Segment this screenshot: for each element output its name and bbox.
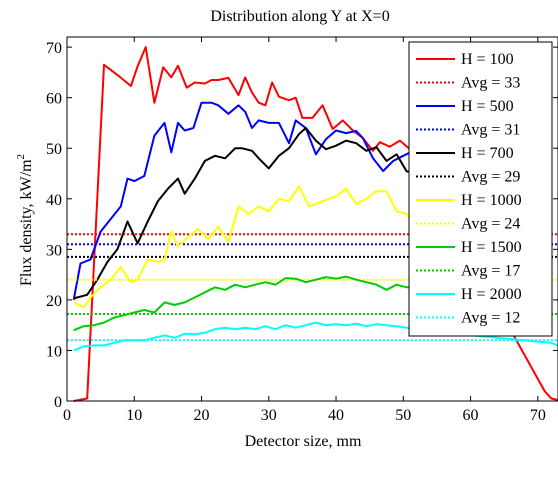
series-line-8 <box>73 275 417 332</box>
legend-label-1: Avg = 33 <box>461 75 520 92</box>
legend-label-4: H = 700 <box>461 145 514 162</box>
legend-items: H = 100 Avg = 33 H = 500 Avg = 31 H = 700 Avg… <box>416 51 522 327</box>
y-tick-label: 70 <box>46 40 62 57</box>
y-axis-label-text: Flux density, kW/m <box>18 159 35 286</box>
legend-label-6: H = 1000 <box>461 192 522 209</box>
legend-label-0: H = 100 <box>461 51 514 68</box>
legend-label-5: Avg = 29 <box>461 169 520 186</box>
x-tick-label: 70 <box>530 407 546 424</box>
y-tick-label: 40 <box>46 192 62 209</box>
series-line-4 <box>73 127 414 300</box>
x-axis: 0 10 20 30 40 50 60 70 <box>63 37 546 424</box>
y-tick-label: 50 <box>46 141 62 158</box>
legend-box <box>408 41 553 337</box>
y-tick-label: 0 <box>54 394 62 411</box>
legend-label-11: Avg = 12 <box>461 310 520 327</box>
y-axis: 0 10 20 30 40 50 60 70 <box>46 40 558 411</box>
y-axis-label-sup: 2 <box>15 154 27 160</box>
x-tick-label: 50 <box>395 407 411 424</box>
x-axis-label: Detector size, mm <box>245 433 362 450</box>
legend-label-2: H = 500 <box>461 98 514 115</box>
y-axis-label: Flux density, kW/m2 <box>15 154 35 286</box>
y-tick-label: 20 <box>46 293 62 310</box>
series-line-10 <box>73 321 558 352</box>
x-tick-label: 60 <box>463 407 479 424</box>
legend-label-10: H = 2000 <box>461 286 522 303</box>
x-tick-label: 0 <box>63 407 71 424</box>
series-line-6 <box>73 185 418 309</box>
y-tick-label: 30 <box>46 242 62 259</box>
x-tick-label: 30 <box>261 407 277 424</box>
y-tick-label: 60 <box>46 91 62 108</box>
series-line-0 <box>73 46 558 402</box>
legend-label-8: H = 1500 <box>461 239 522 256</box>
x-tick-label: 40 <box>328 407 344 424</box>
chart-title: Distribution along Y at X=0 <box>210 8 389 25</box>
x-tick-label: 20 <box>194 407 210 424</box>
y-tick-label: 10 <box>46 343 62 360</box>
legend-label-7: Avg = 24 <box>461 216 520 233</box>
legend-label-3: Avg = 31 <box>461 122 520 139</box>
plot-area: 0 10 20 30 40 50 60 70 0 10 20 30 40 50 60 70 <box>46 36 558 424</box>
legend-label-9: Avg = 17 <box>461 263 520 280</box>
x-tick-label: 10 <box>126 407 142 424</box>
legend: H = 100 Avg = 33 H = 500 Avg = 31 H = 700 Avg… <box>408 41 553 337</box>
plot-frame <box>66 36 558 402</box>
series-line-2 <box>72 101 421 301</box>
